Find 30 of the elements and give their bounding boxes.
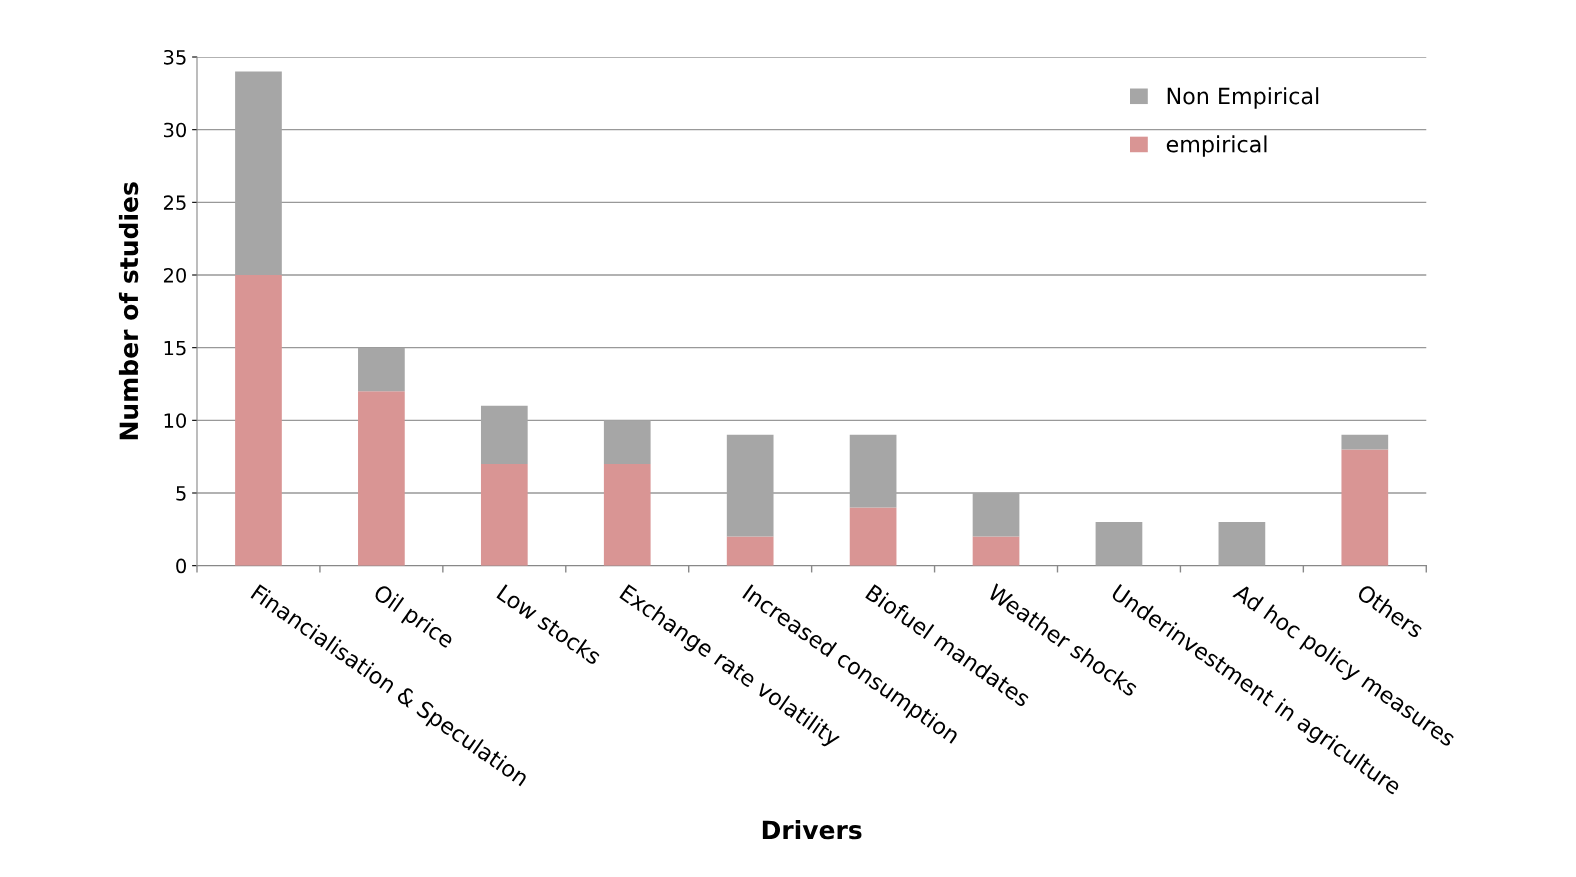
y-tick-label: 15	[164, 340, 186, 356]
bar	[1341, 449, 1389, 566]
bar	[480, 463, 528, 566]
y-tick-label: 35	[164, 49, 186, 65]
bar	[603, 420, 651, 464]
bar	[1218, 522, 1266, 566]
bar	[1095, 522, 1143, 566]
y-tick-label: 5	[176, 486, 186, 501]
bar	[726, 536, 774, 566]
bar	[358, 347, 405, 392]
bar	[235, 275, 282, 566]
legend-label: empirical	[1166, 135, 1267, 157]
bar	[358, 391, 405, 566]
y-axis-title: Number of studies	[118, 182, 139, 440]
y-tick-label: 20	[163, 267, 186, 283]
y-tick-label: 10	[164, 413, 186, 428]
x-axis-title: Drivers	[762, 820, 862, 840]
y-tick-label: 25	[163, 195, 186, 210]
legend-label: Non Empirical	[1167, 87, 1319, 109]
bar	[849, 507, 897, 566]
bar	[726, 434, 774, 537]
y-tick-label: 0	[176, 558, 186, 574]
y-tick-label: 30	[164, 122, 186, 138]
bar	[1341, 434, 1389, 450]
bar	[972, 493, 1020, 537]
bar	[849, 434, 897, 508]
bar	[480, 405, 528, 464]
bar	[972, 536, 1020, 566]
bar	[235, 71, 282, 275]
bar	[603, 463, 651, 566]
